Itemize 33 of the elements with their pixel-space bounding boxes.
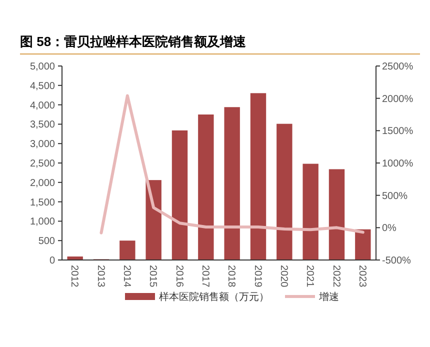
y-tick-label: 2,000	[30, 178, 56, 189]
x-tick-label: 2020	[278, 265, 289, 288]
y-tick-label: 3,500	[30, 120, 56, 131]
y-tick-label: 2,500	[30, 158, 56, 170]
legend-label: 增速	[318, 291, 339, 303]
x-tick-label: 2014	[120, 265, 132, 288]
x-tick-label: 2015	[147, 265, 158, 288]
y2-tick-label: 0%	[382, 223, 397, 234]
y-tick-label: 5,000	[30, 62, 56, 72]
y2-tick-label: -500%	[382, 256, 412, 266]
x-tick-label: 2018	[226, 265, 237, 288]
y-tick-label: 1,500	[30, 197, 56, 208]
x-tick-label: 2016	[173, 265, 184, 288]
x-tick-label: 2019	[252, 265, 263, 288]
x-tick-label: 2023	[356, 265, 368, 288]
y2-tick-label: 1500%	[382, 126, 414, 138]
y2-tick-label: 2500%	[382, 62, 414, 72]
y2-tick-label: 500%	[382, 190, 408, 202]
y-tick-label: 0	[49, 256, 56, 266]
y2-tick-label: 2000%	[382, 94, 414, 105]
x-tick-label: 2021	[304, 265, 316, 288]
y-tick-label: 4,500	[30, 80, 56, 92]
y-tick-label: 3,000	[30, 139, 56, 150]
x-tick-label: 2022	[330, 265, 342, 288]
y-tick-label: 1,000	[30, 216, 56, 228]
x-tick-label: 2012	[68, 265, 80, 288]
legend-label: 样本医院销售额（万元）	[159, 291, 269, 303]
x-tick-label: 2013	[94, 265, 106, 288]
chart-title: 图 58：雷贝拉唑样本医院销售额及增速	[20, 34, 248, 49]
y2-tick-label: 1000%	[382, 158, 414, 170]
x-tick-label: 2017	[199, 265, 210, 288]
y-tick-label: 500	[38, 236, 56, 248]
y-tick-label: 4,000	[30, 100, 56, 112]
